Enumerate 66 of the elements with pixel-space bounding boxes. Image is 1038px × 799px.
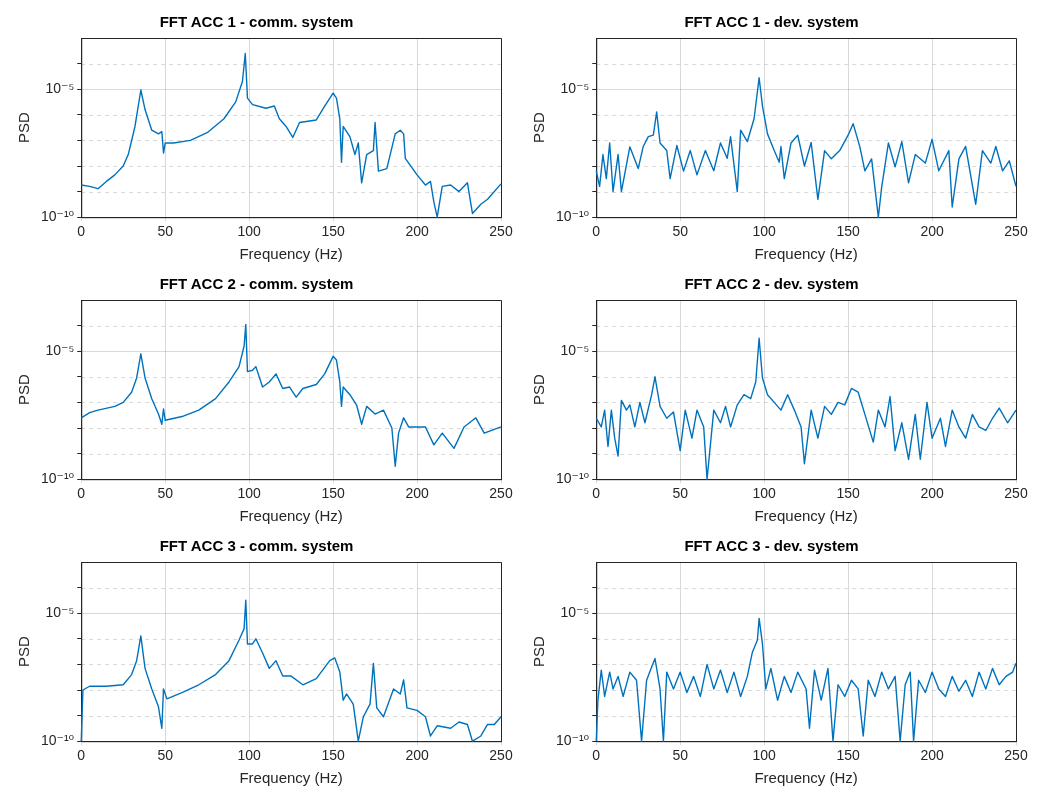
x-tick-label: 50 bbox=[157, 485, 174, 502]
chart-title: FFT ACC 3 - dev. system bbox=[684, 537, 859, 555]
x-tick-label: 250 bbox=[1004, 485, 1028, 502]
y-tick-label: 10⁻⁵ bbox=[560, 342, 590, 359]
x-tick-label: 200 bbox=[920, 747, 944, 764]
x-tick-label: 100 bbox=[752, 223, 777, 240]
y-tick-label: 10⁻¹⁰ bbox=[40, 470, 75, 487]
y-tick-label: 10⁻¹⁰ bbox=[555, 208, 590, 225]
y-axis-title: PSD bbox=[15, 112, 33, 144]
x-tick-label: 50 bbox=[672, 485, 689, 502]
x-tick-label: 50 bbox=[157, 223, 174, 240]
x-tick-label: 250 bbox=[489, 747, 513, 764]
x-tick-label: 50 bbox=[672, 747, 689, 764]
y-tick-label: 10⁻⁵ bbox=[45, 342, 75, 359]
y-tick-label: 10⁻¹⁰ bbox=[40, 208, 75, 225]
chart-title: FFT ACC 1 - comm. system bbox=[159, 13, 354, 31]
x-tick-label: 50 bbox=[672, 223, 689, 240]
x-axis-title: Frequency (Hz) bbox=[754, 245, 858, 263]
x-tick-label: 250 bbox=[1004, 747, 1028, 764]
chart-title: FFT ACC 2 - dev. system bbox=[684, 275, 859, 293]
y-axis-title: PSD bbox=[15, 374, 33, 406]
x-tick-label: 0 bbox=[592, 747, 601, 764]
x-tick-label: 50 bbox=[157, 747, 174, 764]
x-tick-label: 0 bbox=[77, 485, 86, 502]
x-tick-label: 100 bbox=[752, 747, 777, 764]
x-axis-title: Frequency (Hz) bbox=[239, 245, 343, 263]
x-tick-label: 0 bbox=[77, 747, 86, 764]
x-axis-title: Frequency (Hz) bbox=[754, 507, 858, 525]
x-axis-title: Frequency (Hz) bbox=[754, 769, 858, 787]
x-tick-label: 200 bbox=[405, 223, 429, 240]
x-tick-label: 200 bbox=[405, 485, 429, 502]
x-tick-label: 250 bbox=[489, 485, 513, 502]
x-tick-label: 150 bbox=[836, 747, 860, 764]
y-axis-title: PSD bbox=[15, 636, 33, 668]
x-axis-title: Frequency (Hz) bbox=[239, 507, 343, 525]
y-tick-label: 10⁻⁵ bbox=[45, 604, 75, 621]
x-tick-label: 150 bbox=[321, 747, 345, 764]
x-tick-label: 250 bbox=[1004, 223, 1028, 240]
x-tick-label: 200 bbox=[405, 747, 429, 764]
y-tick-label: 10⁻¹⁰ bbox=[555, 470, 590, 487]
x-tick-label: 100 bbox=[237, 223, 262, 240]
x-tick-label: 0 bbox=[77, 223, 86, 240]
chart-title: FFT ACC 1 - dev. system bbox=[684, 13, 859, 31]
y-tick-label: 10⁻⁵ bbox=[560, 80, 590, 97]
x-tick-label: 200 bbox=[920, 223, 944, 240]
y-tick-label: 10⁻¹⁰ bbox=[555, 732, 590, 749]
x-tick-label: 100 bbox=[237, 485, 262, 502]
y-tick-label: 10⁻¹⁰ bbox=[40, 732, 75, 749]
y-axis-title: PSD bbox=[530, 112, 548, 144]
chart-title: FFT ACC 3 - comm. system bbox=[159, 537, 354, 555]
x-axis-title: Frequency (Hz) bbox=[239, 769, 343, 787]
y-tick-label: 10⁻⁵ bbox=[45, 80, 75, 97]
x-tick-label: 250 bbox=[489, 223, 513, 240]
x-tick-label: 150 bbox=[836, 485, 860, 502]
x-tick-label: 100 bbox=[752, 485, 777, 502]
x-tick-label: 200 bbox=[920, 485, 944, 502]
x-tick-label: 150 bbox=[321, 223, 345, 240]
y-axis-title: PSD bbox=[530, 636, 548, 668]
chart-title: FFT ACC 2 - comm. system bbox=[159, 275, 354, 293]
y-tick-label: 10⁻⁵ bbox=[560, 604, 590, 621]
x-tick-label: 0 bbox=[592, 223, 601, 240]
x-tick-label: 150 bbox=[836, 223, 860, 240]
x-tick-label: 0 bbox=[592, 485, 601, 502]
y-axis-title: PSD bbox=[530, 374, 548, 406]
x-tick-label: 150 bbox=[321, 485, 345, 502]
x-tick-label: 100 bbox=[237, 747, 262, 764]
